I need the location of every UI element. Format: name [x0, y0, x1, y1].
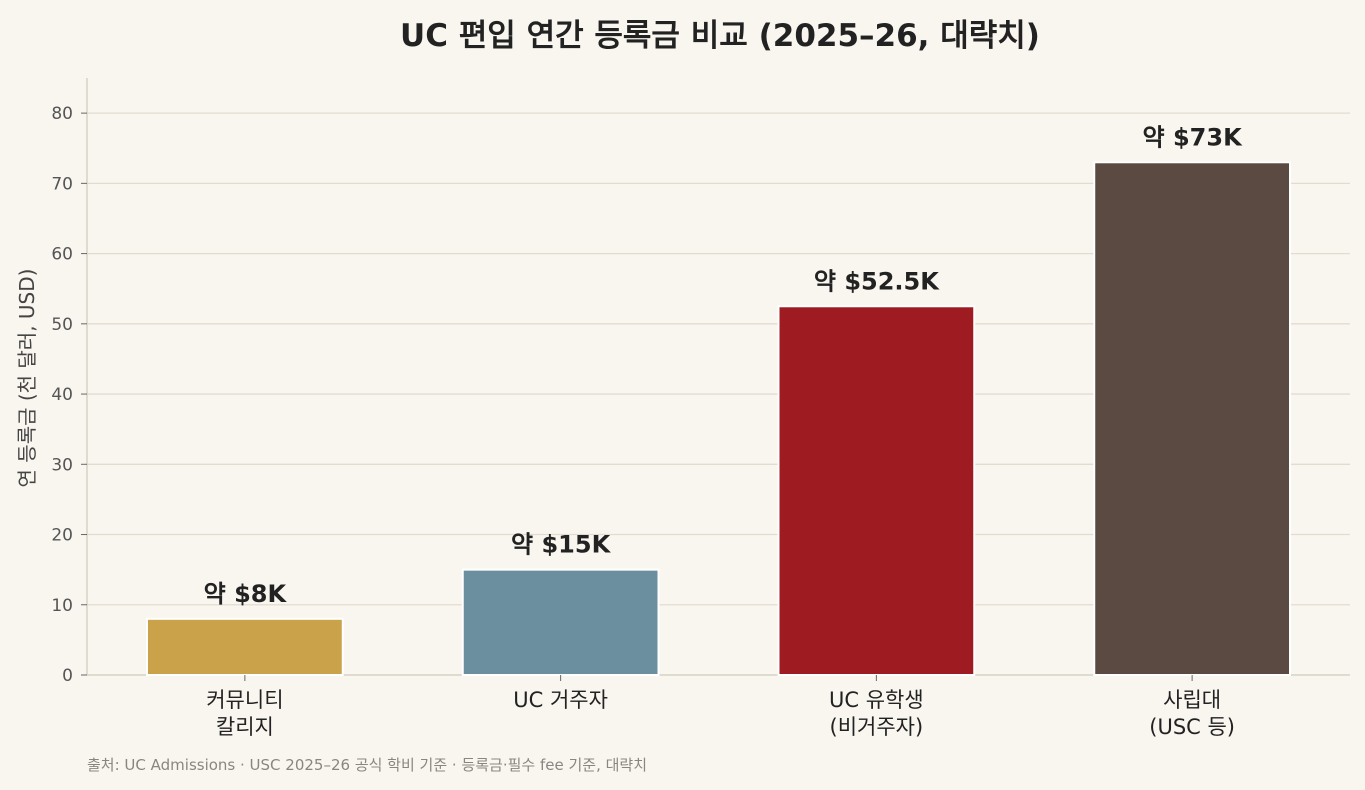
y-tick-label: 70: [51, 174, 73, 194]
chart-title: UC 편입 연간 등록금 비교 (2025–26, 대략치): [400, 18, 1040, 54]
grid-lines: [87, 112, 1350, 606]
category-label: UC 유학생: [829, 688, 924, 712]
category-label: (비거주자): [830, 715, 924, 739]
y-ticks: 0 10 20 30 40 50 60 70 80: [51, 104, 87, 686]
bar: [777, 305, 976, 676]
y-tick-label: 80: [51, 104, 73, 124]
source-note: 출처: UC Admissions · USC 2025–26 공식 학비 기준…: [87, 756, 647, 774]
category-label: 커뮤니티: [206, 688, 283, 712]
bars: [145, 161, 1292, 677]
data-label: 약 $15K: [511, 531, 612, 559]
y-tick-label: 10: [51, 596, 73, 616]
y-tick-label: 0: [62, 666, 73, 686]
y-tick-label: 30: [51, 455, 73, 475]
y-tick-label: 20: [51, 526, 73, 546]
y-tick-label: 60: [51, 245, 73, 265]
category-label: 사립대: [1163, 688, 1221, 712]
bar: [461, 568, 660, 676]
y-axis-title: 연 등록금 (천 달러, USD): [15, 269, 39, 488]
category-label: (USC 등): [1149, 715, 1235, 739]
data-label: 약 $52.5K: [814, 267, 940, 295]
bar: [1093, 161, 1292, 676]
category-label: UC 거주자: [513, 688, 608, 712]
data-label: 약 $8K: [204, 580, 288, 608]
category-label: 칼리지: [216, 715, 274, 739]
bar: [145, 617, 344, 677]
data-labels: 약 $8K 약 $15K 약 $52.5K 약 $73K: [204, 123, 1243, 608]
y-tick-label: 40: [51, 385, 73, 405]
y-tick-label: 50: [51, 315, 73, 335]
data-label: 약 $73K: [1143, 123, 1244, 151]
